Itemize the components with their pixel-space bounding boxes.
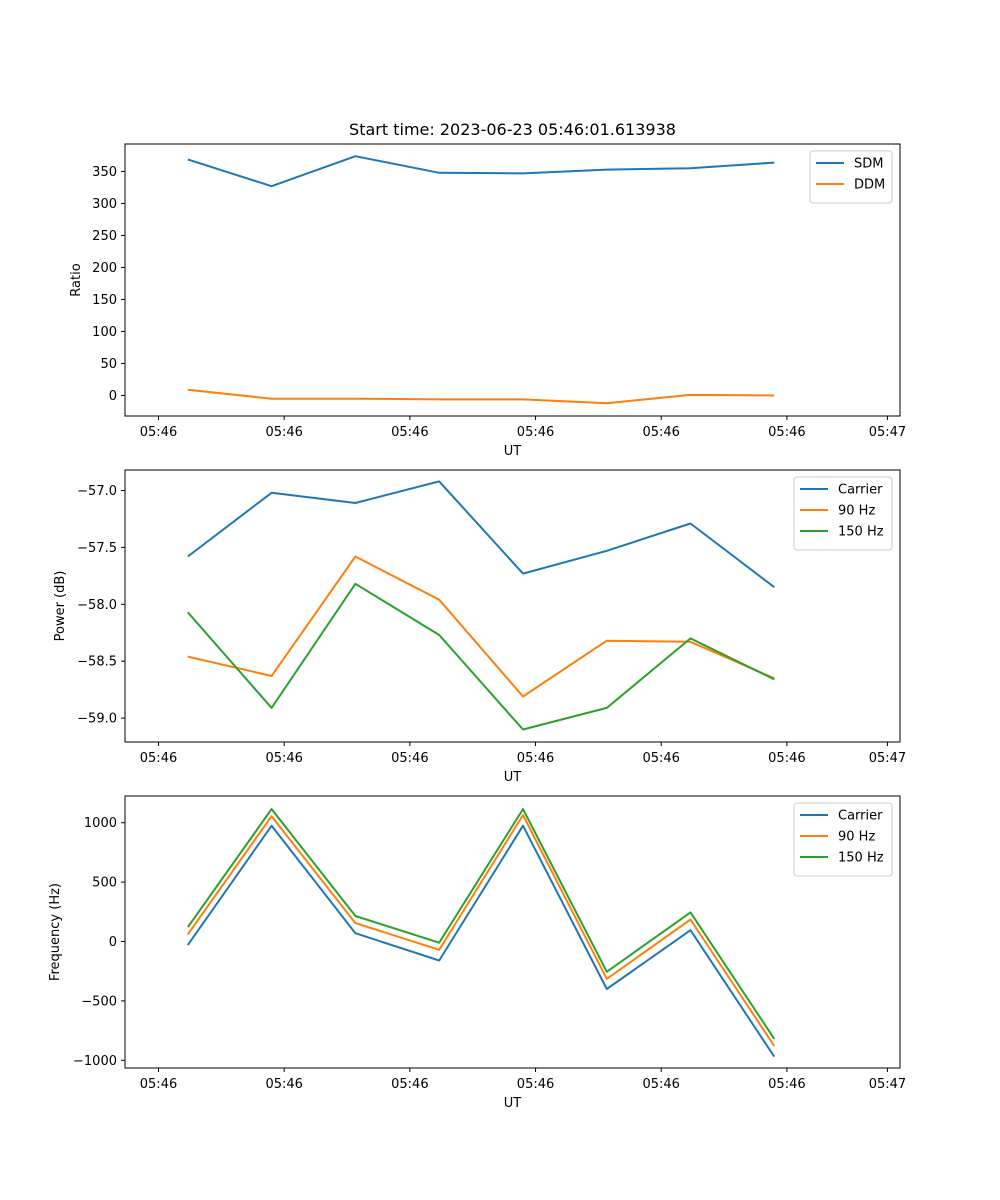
y-tick-label: −1000 bbox=[73, 1054, 117, 1069]
x-tick-label: 05:47 bbox=[869, 425, 906, 440]
series-line-150-hz bbox=[187, 582, 775, 731]
series-line-sdm bbox=[187, 155, 775, 188]
x-tick-label: 05:46 bbox=[517, 751, 554, 766]
legend-label: 90 Hz bbox=[838, 504, 875, 519]
legend: Carrier 90 Hz 150 Hz bbox=[793, 476, 893, 551]
series-line-90-hz bbox=[187, 555, 775, 698]
y-tick-label: 1000 bbox=[84, 816, 117, 831]
x-tick-label: 05:46 bbox=[265, 425, 302, 440]
x-tick-label: 05:46 bbox=[768, 425, 805, 440]
y-tick-label: 500 bbox=[92, 876, 117, 891]
figure-title: Start time: 2023-06-23 05:46:01.613938 bbox=[349, 120, 676, 139]
x-tick-label: 05:46 bbox=[391, 1077, 428, 1092]
y-axis-label: Power (dB) bbox=[53, 571, 68, 642]
x-tick-label: 05:46 bbox=[265, 751, 302, 766]
plot-frame bbox=[124, 469, 901, 743]
series-line-150-hz bbox=[186, 808, 776, 1040]
legend-label: 150 Hz bbox=[838, 525, 884, 540]
y-tick-label: 250 bbox=[92, 229, 117, 244]
y-tick-label: 0 bbox=[109, 389, 117, 404]
x-tick-label: 05:46 bbox=[140, 751, 177, 766]
series-line-90-hz bbox=[186, 814, 776, 1047]
legend-label: SDM bbox=[854, 157, 883, 172]
y-axis-label: Ratio bbox=[69, 263, 84, 296]
series-line-carrier bbox=[186, 824, 776, 1058]
plot-frame bbox=[124, 795, 901, 1069]
x-tick-label: 05:46 bbox=[517, 425, 554, 440]
legend-label: Carrier bbox=[838, 809, 883, 824]
chart-panel-1: 05:46 05:46 05:46 05:46 05:46 05:46 05:47 0 50 10… bbox=[69, 143, 906, 459]
y-tick-label: −59.0 bbox=[77, 712, 117, 727]
y-tick-label: −57.0 bbox=[77, 484, 117, 499]
series-line-carrier bbox=[187, 480, 775, 588]
x-axis-label: UT bbox=[504, 1096, 522, 1111]
y-tick-label: −58.5 bbox=[77, 655, 117, 670]
legend-label: 150 Hz bbox=[838, 851, 884, 866]
y-tick-label: 150 bbox=[92, 293, 117, 308]
x-tick-label: 05:46 bbox=[391, 425, 428, 440]
y-tick-label: −57.5 bbox=[77, 541, 117, 556]
legend-label: DDM bbox=[854, 178, 885, 193]
chart-panel-2: 05:46 05:46 05:46 05:46 05:46 05:46 05:47 −57.0… bbox=[53, 469, 906, 785]
x-tick-label: 05:46 bbox=[140, 1077, 177, 1092]
y-axis-label: Frequency (Hz) bbox=[48, 883, 63, 981]
x-tick-label: 05:46 bbox=[642, 425, 679, 440]
y-tick-label: 0 bbox=[109, 935, 117, 950]
x-tick-label: 05:46 bbox=[265, 1077, 302, 1092]
x-tick-label: 05:47 bbox=[869, 751, 906, 766]
legend: Carrier 90 Hz 150 Hz bbox=[793, 802, 893, 877]
y-tick-label: 100 bbox=[92, 325, 117, 340]
x-tick-label: 05:46 bbox=[517, 1077, 554, 1092]
legend-label: 90 Hz bbox=[838, 830, 875, 845]
legend: SDM DDM bbox=[809, 150, 893, 204]
chart-panel-3: 05:46 05:46 05:46 05:46 05:46 05:46 05:47 1000 5… bbox=[48, 795, 906, 1111]
x-tick-label: 05:46 bbox=[642, 1077, 679, 1092]
y-tick-label: −500 bbox=[81, 994, 117, 1009]
series-line-ddm bbox=[187, 388, 775, 405]
x-tick-label: 05:46 bbox=[642, 751, 679, 766]
legend-label: Carrier bbox=[838, 483, 883, 498]
x-tick-label: 05:47 bbox=[869, 1077, 906, 1092]
x-tick-label: 05:46 bbox=[140, 425, 177, 440]
y-tick-label: 300 bbox=[92, 197, 117, 212]
plot-frame bbox=[124, 143, 901, 417]
x-tick-label: 05:46 bbox=[391, 751, 428, 766]
y-tick-label: 50 bbox=[100, 357, 117, 372]
x-axis-label: UT bbox=[504, 770, 522, 785]
y-tick-label: −58.0 bbox=[77, 598, 117, 613]
y-tick-label: 350 bbox=[92, 165, 117, 180]
y-tick-label: 200 bbox=[92, 261, 117, 276]
x-tick-label: 05:46 bbox=[768, 1077, 805, 1092]
x-axis-label: UT bbox=[504, 444, 522, 459]
x-tick-label: 05:46 bbox=[768, 751, 805, 766]
